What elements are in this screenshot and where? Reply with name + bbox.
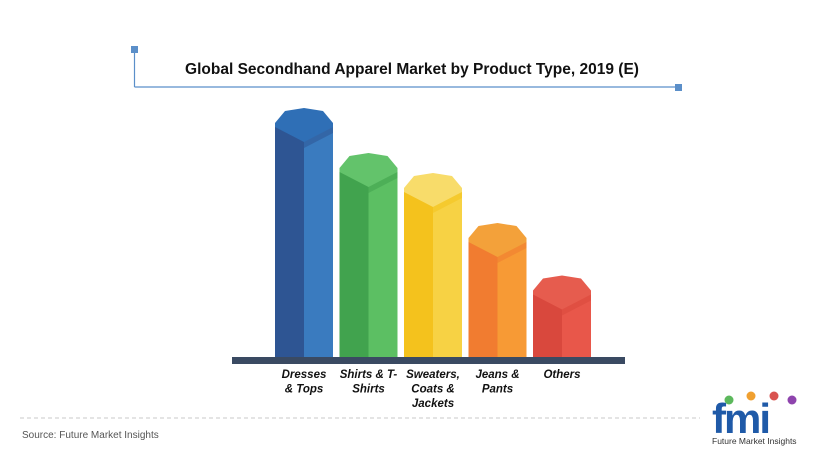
frame-corner-top-left bbox=[131, 46, 138, 53]
bar-cap bbox=[275, 108, 333, 142]
category-label-line: Sweaters, bbox=[406, 369, 460, 381]
fmi-logo: fmi Future Market Insights bbox=[712, 391, 797, 446]
bar-4 bbox=[533, 275, 591, 358]
logo-dot-orange bbox=[746, 391, 756, 401]
category-label-line: Jackets bbox=[412, 398, 454, 410]
chart-baseline bbox=[232, 357, 625, 364]
chart-title: Global Secondhand Apparel Market by Prod… bbox=[185, 61, 639, 78]
category-label-line: Others bbox=[543, 369, 580, 381]
bar-face-left bbox=[533, 290, 562, 358]
category-label-line: Shirts bbox=[352, 384, 385, 396]
bar-3 bbox=[468, 223, 527, 358]
category-label-4: Others bbox=[543, 369, 580, 381]
category-label-0: Dresses & Tops bbox=[282, 369, 327, 396]
category-label-3: Jeans & Pants bbox=[475, 369, 519, 396]
bar-face-right bbox=[304, 123, 333, 358]
bar-face-right bbox=[433, 188, 462, 358]
bar-band bbox=[368, 172, 398, 193]
category-label-2: Sweaters, Coats & Jackets bbox=[406, 369, 460, 410]
frame-corner-bottom-right bbox=[675, 84, 682, 91]
bar-face-right bbox=[497, 238, 527, 358]
bar-face-left bbox=[468, 238, 498, 358]
bar-face-left bbox=[404, 188, 433, 358]
category-label-line: Jeans & bbox=[475, 369, 519, 381]
bars-group bbox=[275, 108, 591, 358]
bar-0 bbox=[275, 108, 333, 358]
logo-caption: Future Market Insights bbox=[712, 436, 797, 446]
category-label-line: Pants bbox=[482, 384, 513, 396]
category-label-line: Shirts & T- bbox=[340, 369, 398, 381]
bar-band bbox=[562, 294, 591, 316]
logo-dot-purple bbox=[787, 395, 797, 405]
source-text: Source: Future Market Insights bbox=[22, 430, 159, 441]
category-labels: Dresses & Tops Shirts & T- Shirts Sweaters, C… bbox=[282, 369, 581, 410]
bar-face-left bbox=[275, 123, 304, 358]
bar-2 bbox=[404, 173, 462, 358]
bar-cap bbox=[468, 223, 527, 257]
bar-1 bbox=[339, 153, 398, 358]
bar-face-right bbox=[368, 168, 398, 358]
bar-band bbox=[304, 127, 333, 148]
bar-cap bbox=[533, 275, 591, 310]
category-label-line: & Tops bbox=[285, 384, 324, 396]
bar-cap bbox=[404, 173, 462, 207]
logo-dot-green bbox=[724, 395, 734, 405]
category-label-1: Shirts & T- Shirts bbox=[340, 369, 398, 396]
bar-face-left bbox=[339, 168, 369, 358]
bar-band bbox=[497, 242, 527, 263]
bar-cap bbox=[339, 153, 398, 187]
logo-dot-red bbox=[769, 391, 779, 401]
category-label-line: Dresses bbox=[282, 369, 327, 381]
logo-letters: fmi bbox=[712, 395, 769, 442]
category-label-line: Coats & bbox=[411, 384, 454, 396]
bar-band bbox=[433, 192, 462, 213]
title-frame bbox=[131, 46, 682, 91]
